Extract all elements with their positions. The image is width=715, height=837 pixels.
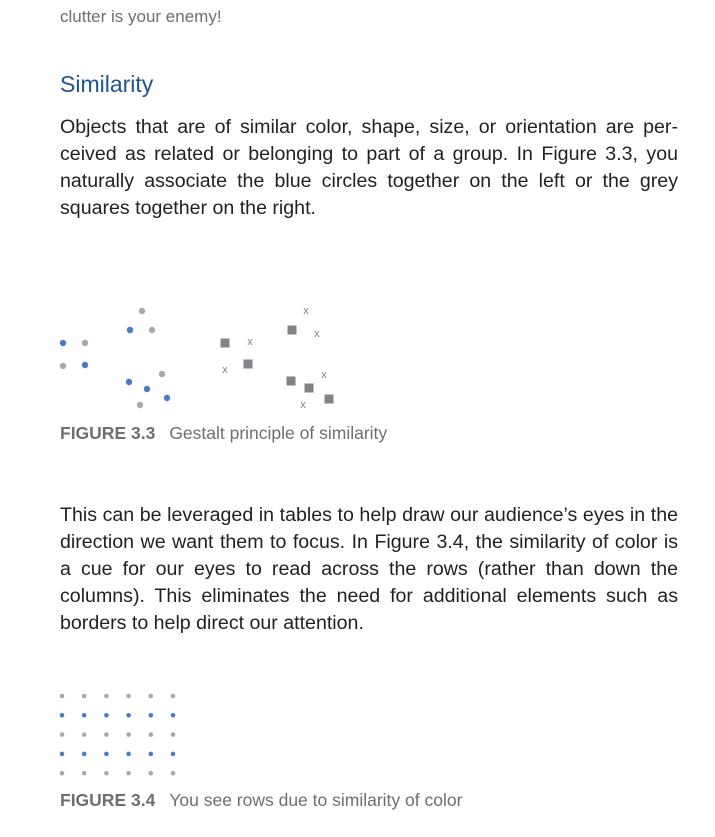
- grey-square: [220, 338, 230, 348]
- grid-dot: [170, 732, 176, 737]
- blue-circle: [163, 394, 171, 402]
- grid-dot: [81, 770, 87, 776]
- grid-dot: [126, 713, 131, 718]
- grid-dot: [81, 713, 87, 718]
- grey-circle: [158, 370, 166, 378]
- grid-dot: [126, 751, 131, 757]
- blue-circle: [143, 385, 151, 393]
- grid-dot: [148, 713, 154, 718]
- grid-dot: [126, 693, 131, 699]
- grey-square: [324, 394, 334, 404]
- grey-circle: [136, 401, 144, 409]
- blue-circle: [126, 326, 134, 334]
- grid-dot: [81, 751, 87, 757]
- x-mark: x: [321, 369, 327, 381]
- grid-dot: [59, 751, 65, 757]
- grid-dot: [59, 770, 65, 776]
- grid-dot: [148, 770, 154, 776]
- grey-square: [243, 359, 253, 369]
- grid-dot: [81, 732, 87, 737]
- grey-circle: [59, 362, 67, 370]
- figure-caption-text: You see rows due to similarity of color: [169, 790, 463, 810]
- grid-dot: [104, 693, 109, 699]
- preceding-text-fragment: clutter is your enemy!: [60, 7, 222, 26]
- grid-dot: [59, 732, 65, 737]
- grid-dot: [59, 713, 65, 718]
- x-mark: x: [247, 336, 253, 348]
- grey-square: [304, 383, 314, 393]
- figure-3-4-caption: FIGURE 3.4 You see rows due to similarity…: [60, 790, 462, 811]
- grid-dot: [126, 732, 131, 737]
- figure-caption-text: Gestalt principle of similarity: [169, 423, 388, 443]
- figure-3-3-caption: FIGURE 3.3 Gestalt principle of similarit…: [60, 423, 387, 444]
- grid-dot: [81, 693, 87, 699]
- grid-dot: [104, 732, 109, 737]
- dot-grid-group: [59, 693, 176, 776]
- grey-square: [286, 376, 296, 386]
- grid-dot: [59, 693, 65, 699]
- grid-dot: [170, 770, 176, 776]
- x-mark: x: [222, 364, 228, 376]
- body-paragraph-similarity: Objects that are of similar color, shape…: [60, 116, 678, 219]
- grid-dot: [104, 713, 109, 718]
- grey-square: [287, 325, 297, 335]
- section-heading: Similarity: [60, 71, 154, 97]
- grid-dot: [170, 693, 176, 699]
- grid-dot: [148, 693, 154, 699]
- grey-circle: [138, 307, 146, 315]
- blue-circle: [81, 361, 89, 369]
- grid-dot: [170, 751, 176, 757]
- grid-dot: [148, 751, 154, 757]
- figure-label: FIGURE 3.3: [60, 423, 156, 443]
- body-paragraph-tables: This can be leveraged in tables to help …: [60, 504, 678, 634]
- x-mark: x: [314, 328, 320, 340]
- blue-circle: [125, 378, 133, 386]
- x-mark: x: [303, 305, 309, 317]
- grid-dot: [104, 751, 109, 757]
- grid-dot: [104, 770, 109, 776]
- grey-circle: [81, 339, 89, 347]
- grid-dot: [170, 713, 176, 718]
- grid-dot: [148, 732, 154, 737]
- grey-circle: [148, 326, 156, 334]
- x-mark: x: [300, 399, 306, 411]
- grid-dot: [126, 770, 131, 776]
- blue-circle: [59, 339, 67, 347]
- figure-label: FIGURE 3.4: [60, 790, 156, 810]
